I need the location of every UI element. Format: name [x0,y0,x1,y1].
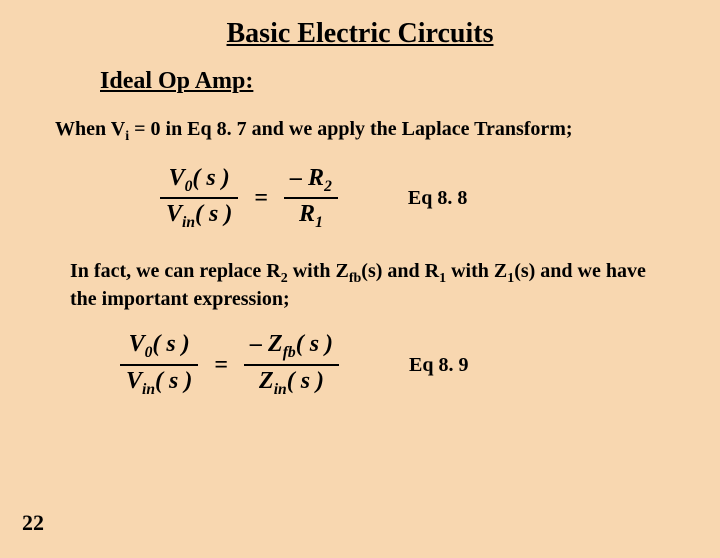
t: with Z [288,260,349,282]
t: (s) and R [361,260,439,282]
t: ( s ) [192,165,229,191]
fraction-left: V0( s ) Vin( s ) [120,330,198,399]
equation-1-row: V0( s ) Vin( s ) = – R2 R1 Eq 8. 8 [0,164,720,233]
section-subtitle: Ideal Op Amp: [100,68,720,95]
text: When V [55,118,125,140]
equals: = [214,352,228,379]
equals: = [254,185,268,212]
fraction-right: – Zfb( s ) Zin( s ) [244,330,339,399]
fraction-right: – R2 R1 [284,164,338,233]
page-number: 22 [22,510,44,536]
page-title: Basic Electric Circuits [0,18,720,50]
t: ( s ) [195,201,232,227]
t: Z [259,368,274,394]
equation-2-label: Eq 8. 9 [409,354,468,377]
s: 2 [281,271,288,286]
equation-1: V0( s ) Vin( s ) = – R2 R1 [160,164,338,233]
t: V [129,331,145,357]
s: fb [349,271,361,286]
t: ( s ) [152,331,189,357]
s: in [142,381,155,398]
s: fb [283,344,296,361]
t: with Z [446,260,507,282]
s: in [182,214,195,231]
t: R [299,201,315,227]
t: ( s ) [155,368,192,394]
t: In fact, we can replace R [70,260,281,282]
paragraph-2: In fact, we can replace R2 with Zfb(s) a… [70,259,670,313]
paragraph-1: When Vi = 0 in Eq 8. 7 and we apply the … [55,117,680,146]
s: 2 [324,177,332,194]
t: V [169,165,185,191]
equation-2: V0( s ) Vin( s ) = – Zfb( s ) Zin( s ) [120,330,339,399]
t: – R [290,165,324,191]
fraction-left: V0( s ) Vin( s ) [160,164,238,233]
t: V [166,201,182,227]
equation-2-row: V0( s ) Vin( s ) = – Zfb( s ) Zin( s ) E… [0,330,720,399]
t: – Z [250,331,283,357]
equation-1-label: Eq 8. 8 [408,187,467,210]
s: 1 [315,214,323,231]
t: ( s ) [296,331,333,357]
t: ( s ) [287,368,324,394]
t: V [126,368,142,394]
s: in [274,381,287,398]
text: = 0 in Eq 8. 7 and we apply the Laplace … [129,118,572,140]
